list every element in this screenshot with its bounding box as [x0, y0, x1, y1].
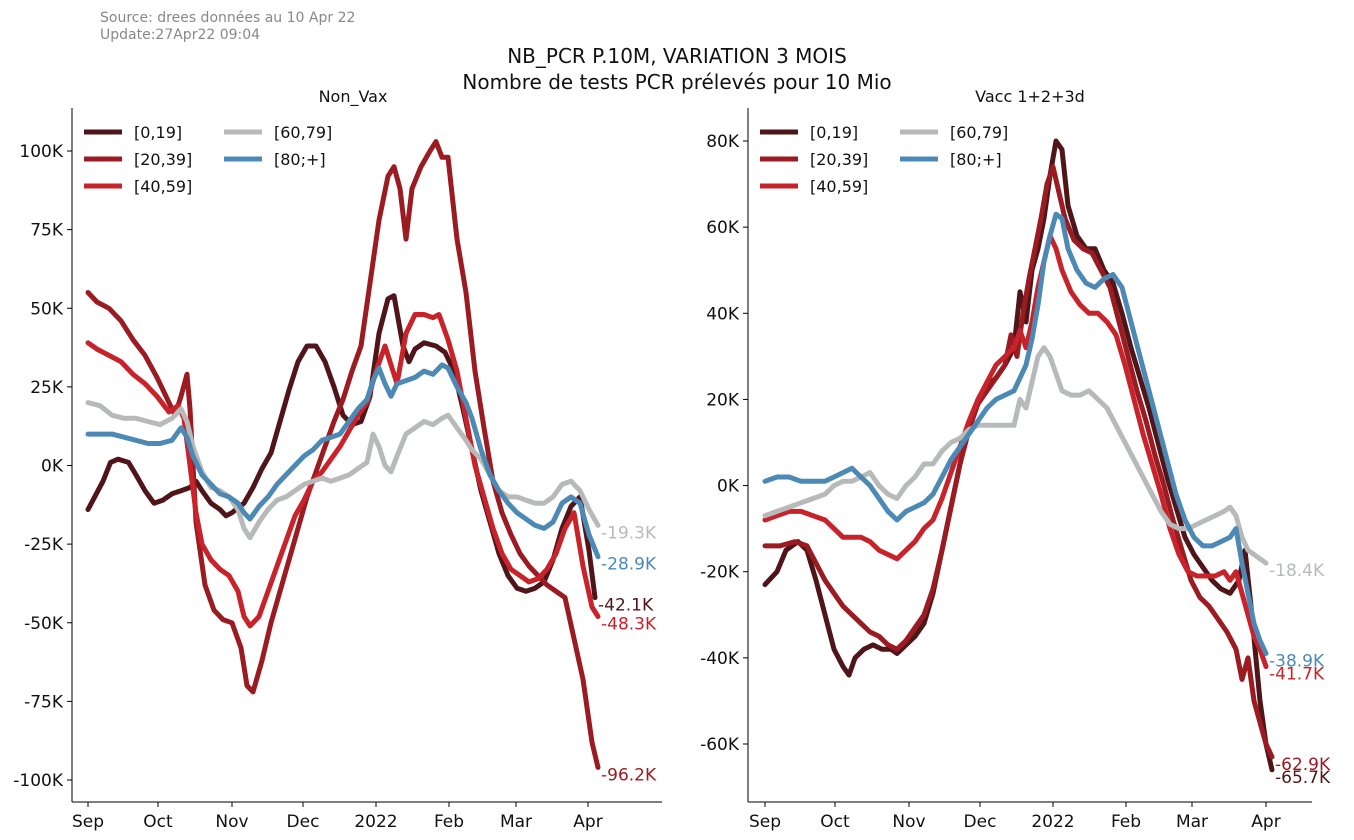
y-tick-label: -60K: [700, 735, 740, 755]
x-tick-label: Dec: [287, 812, 320, 832]
legend-label: [60,79]: [274, 123, 332, 142]
y-tick-label: -25K: [24, 535, 64, 555]
x-tick-label: Oct: [143, 812, 173, 832]
source-note: Source: drees données au 10 Apr 22: [100, 10, 356, 26]
end-value-label: -41.7K: [1269, 664, 1325, 684]
x-tick-label: Sep: [749, 812, 781, 832]
y-tick-label: 0K: [717, 477, 740, 497]
y-tick-label: 75K: [30, 221, 64, 241]
legend-label: [60,79]: [950, 123, 1008, 142]
legend-label: [0,19]: [134, 123, 182, 142]
x-tick-label: Mar: [1176, 812, 1208, 832]
update-note: Update:27Apr22 09:04: [100, 27, 261, 43]
x-tick-label: Feb: [434, 812, 464, 832]
series-line-80: [762, 211, 1269, 656]
series-line-20-39: [762, 164, 1275, 760]
x-tick-label: Feb: [1111, 812, 1141, 832]
y-tick-label: -20K: [700, 563, 740, 583]
x-tick-label: Dec: [964, 812, 997, 832]
y-tick-label: 80K: [706, 132, 740, 152]
series-line-0-19: [85, 293, 598, 601]
x-tick-label: 2022: [354, 812, 397, 832]
legend-label: [20,39]: [810, 150, 868, 169]
series-line-40-59: [762, 233, 1269, 669]
subplot-title: Non_Vax: [319, 87, 388, 107]
end-value-label: -18.4K: [1269, 561, 1325, 581]
legend-label: [40,59]: [134, 177, 192, 196]
series-line-60-79: [85, 400, 601, 541]
legend-label: [0,19]: [810, 123, 858, 142]
y-tick-label: 50K: [30, 299, 64, 319]
series-line-20-39: [85, 139, 601, 770]
series-line-80: [85, 362, 601, 560]
legend-label: [20,39]: [134, 150, 192, 169]
series-line-0-19: [762, 138, 1275, 773]
y-tick-label: 20K: [706, 390, 740, 410]
y-tick-label: 60K: [706, 218, 740, 238]
series-line-60-79: [762, 345, 1269, 566]
y-tick-label: 0K: [41, 457, 64, 477]
legend-label: [40,59]: [810, 177, 868, 196]
y-tick-label: -100K: [13, 771, 64, 791]
x-tick-label: Nov: [892, 812, 925, 832]
legend-label: [80;+]: [274, 150, 326, 169]
end-value-label: -28.9K: [601, 555, 657, 575]
end-value-label: -48.3K: [601, 614, 657, 634]
y-tick-label: 100K: [19, 142, 63, 162]
x-tick-label: 2022: [1031, 812, 1074, 832]
x-tick-label: Apr: [573, 812, 602, 832]
x-tick-label: Oct: [820, 812, 850, 832]
y-tick-label: 25K: [30, 378, 64, 398]
end-value-label: -96.2K: [601, 765, 657, 785]
legend-label: [80;+]: [950, 150, 1002, 169]
x-tick-label: Sep: [72, 812, 104, 832]
series-line-40-59: [85, 312, 601, 629]
end-value-label: -42.1K: [598, 596, 654, 616]
subplot-title: Vacc 1+2+3d: [975, 87, 1085, 106]
end-value-label: -65.7K: [1275, 768, 1331, 788]
end-value-label: -38.9K: [1269, 652, 1325, 672]
y-tick-label: 40K: [706, 304, 740, 324]
figure-title-line1: NB_PCR P.10M, VARIATION 3 MOIS: [507, 44, 847, 68]
y-tick-label: -40K: [700, 649, 740, 669]
y-tick-label: -50K: [24, 614, 64, 634]
y-tick-label: -75K: [24, 692, 64, 712]
x-tick-label: Mar: [500, 812, 532, 832]
x-tick-label: Nov: [215, 812, 248, 832]
x-tick-label: Apr: [1251, 812, 1280, 832]
end-value-label: -19.3K: [601, 523, 657, 543]
end-value-label: -62.9K: [1275, 755, 1331, 775]
figure-title-line2: Nombre de tests PCR prélevés pour 10 Mio: [462, 70, 892, 94]
